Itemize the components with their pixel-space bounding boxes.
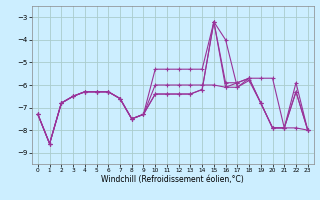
X-axis label: Windchill (Refroidissement éolien,°C): Windchill (Refroidissement éolien,°C) [101,175,244,184]
